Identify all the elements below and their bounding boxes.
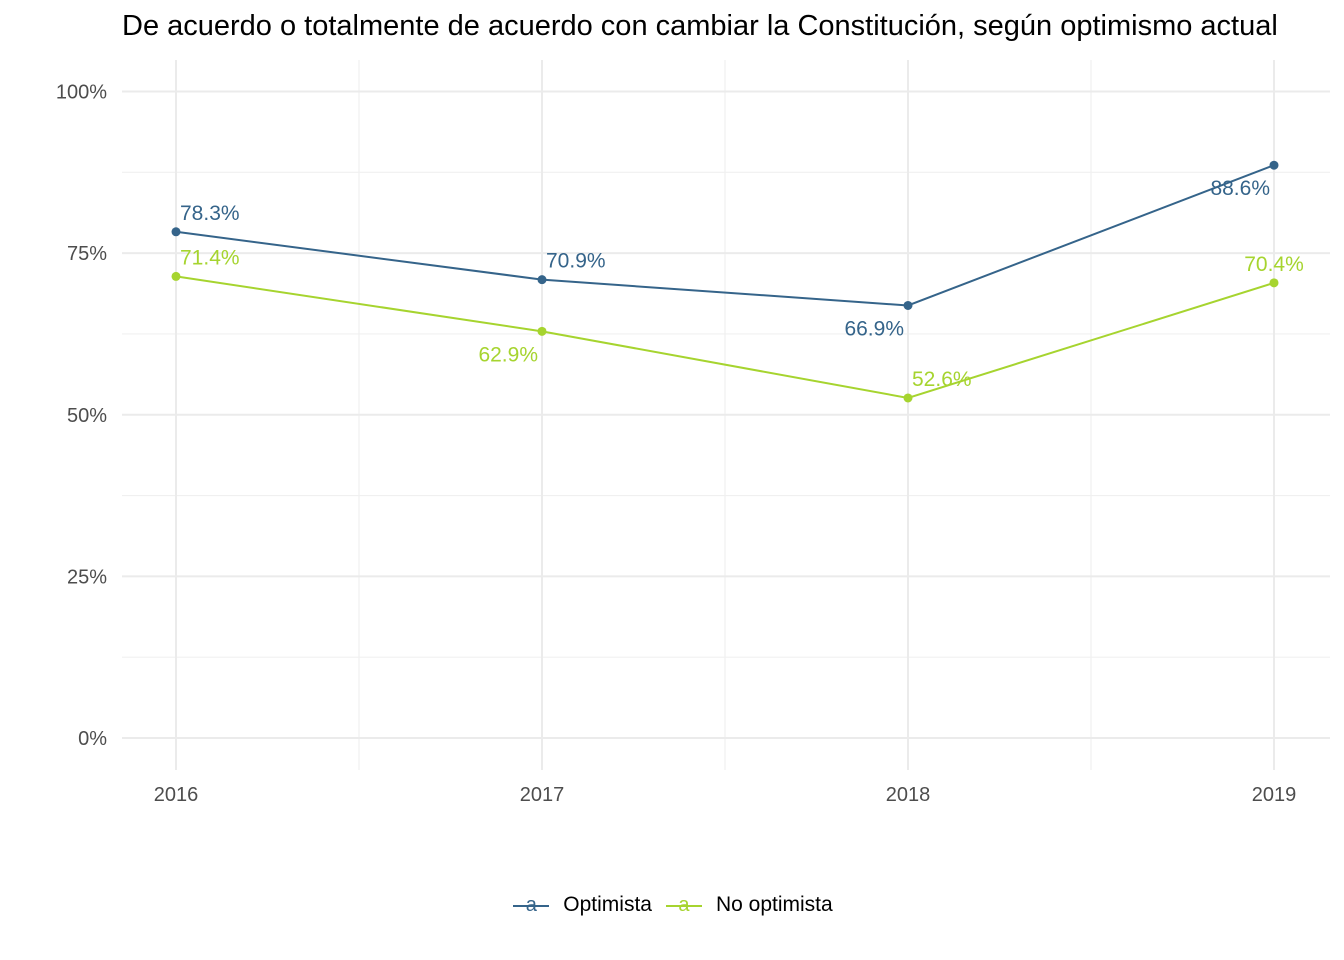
y-tick-label: 50% bbox=[67, 405, 107, 427]
y-tick-label: 25% bbox=[67, 566, 107, 588]
series-points bbox=[171, 160, 1279, 403]
x-tick-label: 2019 bbox=[1252, 784, 1297, 806]
legend-key-optimista: a bbox=[511, 893, 551, 917]
x-tick-label: 2018 bbox=[886, 784, 931, 806]
legend-item-no-optimista: a No optimista bbox=[664, 893, 833, 917]
data-point-optimista bbox=[537, 275, 547, 285]
data-label-no-optimista: 62.9% bbox=[478, 343, 538, 366]
data-label-optimista: 66.9% bbox=[844, 317, 904, 340]
data-point-no-optimista bbox=[903, 393, 913, 403]
data-labels: 78.3% 70.9% 66.9% 88.6% 71.4% 62.9% 52.6% 70.4% bbox=[180, 177, 1304, 391]
legend: a Optimista a No optimista bbox=[0, 893, 1344, 917]
legend-key-no-optimista: a bbox=[664, 893, 704, 917]
data-point-optimista bbox=[171, 227, 181, 237]
axis-labels: 0% 25% 50% 75% 100% 2016 2017 2018 2019 bbox=[56, 82, 1296, 807]
data-label-no-optimista: 52.6% bbox=[912, 368, 972, 391]
data-point-no-optimista bbox=[171, 271, 181, 281]
y-tick-label: 100% bbox=[56, 82, 107, 104]
x-tick-label: 2016 bbox=[154, 784, 199, 806]
series-lines bbox=[175, 164, 1275, 399]
grid bbox=[122, 60, 1330, 770]
data-label-optimista: 78.3% bbox=[180, 202, 240, 225]
data-label-no-optimista: 70.4% bbox=[1244, 253, 1304, 276]
series-line-optimista bbox=[175, 164, 1275, 307]
data-point-optimista bbox=[903, 300, 913, 310]
data-point-no-optimista bbox=[537, 326, 547, 336]
legend-label-no-optimista: No optimista bbox=[715, 893, 833, 916]
legend-glyph: a bbox=[525, 894, 537, 916]
chart-title: De acuerdo o totalmente de acuerdo con c… bbox=[122, 10, 1278, 42]
data-label-optimista: 88.6% bbox=[1210, 177, 1270, 200]
legend-item-optimista: a Optimista bbox=[511, 893, 652, 917]
data-label-optimista: 70.9% bbox=[546, 250, 606, 273]
y-tick-label: 0% bbox=[78, 728, 107, 750]
data-point-optimista bbox=[1269, 160, 1279, 170]
legend-label-optimista: Optimista bbox=[563, 893, 652, 916]
y-tick-label: 75% bbox=[67, 243, 107, 265]
x-tick-label: 2017 bbox=[520, 784, 565, 806]
legend-glyph: a bbox=[678, 894, 690, 916]
data-point-no-optimista bbox=[1269, 278, 1279, 288]
series-line-no-optimista bbox=[175, 275, 1275, 399]
data-label-no-optimista: 71.4% bbox=[180, 246, 240, 269]
